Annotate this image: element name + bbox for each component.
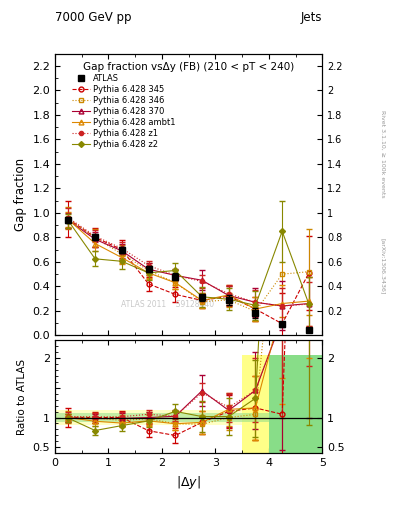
Y-axis label: Ratio to ATLAS: Ratio to ATLAS	[17, 359, 27, 435]
Text: 7000 GeV pp: 7000 GeV pp	[55, 11, 132, 25]
Legend: ATLAS, Pythia 6.428 345, Pythia 6.428 346, Pythia 6.428 370, Pythia 6.428 ambt1,: ATLAS, Pythia 6.428 345, Pythia 6.428 34…	[70, 72, 177, 151]
Text: Rivet 3.1.10, ≥ 100k events: Rivet 3.1.10, ≥ 100k events	[381, 110, 386, 198]
Bar	[269, 355, 322, 453]
Text: Jets: Jets	[301, 11, 322, 25]
Text: Gap fraction vsΔy (FB) (210 < pT < 240): Gap fraction vsΔy (FB) (210 < pT < 240)	[83, 62, 294, 72]
Y-axis label: Gap fraction: Gap fraction	[14, 158, 27, 231]
Text: ATLAS 2011    S9128440: ATLAS 2011 S9128440	[121, 300, 214, 309]
Bar	[55, 411, 322, 424]
Bar	[242, 355, 322, 453]
Bar	[55, 413, 322, 422]
Text: [arXiv:1306.3436]: [arXiv:1306.3436]	[381, 238, 386, 294]
X-axis label: $|\Delta y|$: $|\Delta y|$	[176, 474, 201, 490]
